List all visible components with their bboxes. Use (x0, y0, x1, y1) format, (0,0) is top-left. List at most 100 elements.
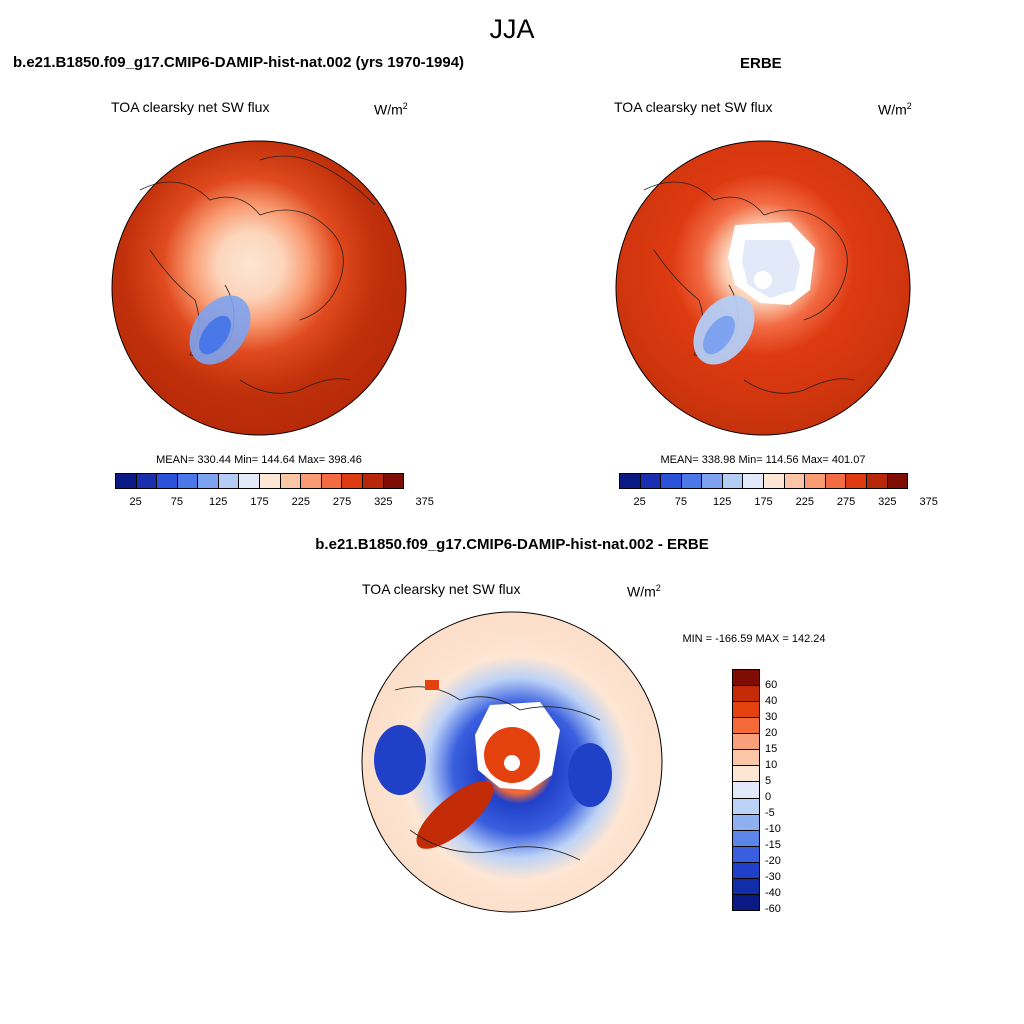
colorbar-tick-label: 375 (919, 496, 938, 508)
colorbar-tick-label: 60 (765, 679, 778, 691)
colorbar-tick-label: 25 (633, 496, 646, 508)
obs-colorbar: 25 75 125 175 225 275 325 375 (619, 473, 938, 510)
obs-colorbar-swatches (619, 473, 908, 489)
obs-units-label: W/m2 (878, 101, 912, 118)
colorbar-swatch (733, 830, 759, 847)
colorbar-swatch (177, 474, 199, 488)
colorbar-swatch (733, 894, 759, 910)
model-colorbar-swatches (115, 473, 404, 489)
colorbar-swatch (866, 474, 888, 488)
colorbar-swatch (733, 878, 759, 895)
colorbar-swatch (733, 702, 759, 719)
colorbar-swatch (198, 474, 219, 488)
diff-units-label: W/m2 (627, 583, 661, 600)
colorbar-tick-label: -15 (765, 839, 781, 851)
season-title: JJA (489, 14, 535, 44)
colorbar-tick-label: 325 (878, 496, 897, 508)
diff-colorbar (732, 669, 760, 911)
colorbar-swatch (733, 670, 759, 687)
colorbar-swatch (764, 474, 785, 488)
model-colorbar: 25 75 125 175 225 275 325 375 (115, 473, 434, 510)
colorbar-swatch (640, 474, 662, 488)
colorbar-tick-label: 225 (795, 496, 814, 508)
colorbar-swatch (260, 474, 281, 488)
colorbar-tick-label: 275 (836, 496, 856, 508)
colorbar-swatch (301, 474, 322, 488)
colorbar-tick-label: 10 (765, 759, 778, 771)
colorbar-tick-label: 75 (170, 496, 184, 508)
obs-map (615, 140, 911, 436)
colorbar-swatch (681, 474, 703, 488)
colorbar-swatch (722, 474, 744, 488)
colorbar-swatch (342, 474, 363, 488)
diff-stats: MIN = -166.59 MAX = 142.24 (682, 633, 826, 645)
colorbar-swatch (733, 846, 759, 863)
colorbar-swatch (661, 474, 682, 488)
colorbar-tick-label: 375 (415, 496, 434, 508)
colorbar-swatch (733, 782, 759, 799)
colorbar-swatch (743, 474, 765, 488)
colorbar-tick-label: 175 (250, 496, 269, 508)
colorbar-tick-label: 275 (332, 496, 352, 508)
colorbar-swatch (218, 474, 240, 488)
colorbar-tick-label: 125 (209, 496, 228, 508)
colorbar-tick-label: 25 (129, 496, 142, 508)
obs-panel-title: ERBE (740, 55, 782, 72)
model-stats: MEAN= 330.44 Min= 144.64 Max= 398.46 (156, 454, 362, 466)
colorbar-tick-label: -20 (765, 855, 781, 867)
model-variable-label: TOA clearsky net SW flux (111, 99, 270, 115)
colorbar-tick-label: -10 (765, 822, 781, 835)
colorbar-swatch (733, 718, 759, 735)
colorbar-swatch (733, 814, 759, 831)
colorbar-swatch (239, 474, 261, 488)
colorbar-swatch (157, 474, 178, 488)
colorbar-tick-label: -40 (765, 887, 781, 899)
colorbar-tick-label: 5 (765, 775, 772, 787)
colorbar-swatch (887, 474, 908, 488)
colorbar-tick-label: 125 (713, 496, 732, 508)
model-map (111, 140, 407, 436)
colorbar-swatch (321, 474, 343, 488)
colorbar-swatch (733, 798, 759, 815)
colorbar-tick-label: -5 (765, 807, 775, 819)
colorbar-swatch (733, 766, 759, 783)
colorbar-tick-label: 225 (291, 496, 310, 508)
colorbar-swatch (805, 474, 826, 488)
colorbar-tick-label: 325 (374, 496, 393, 508)
colorbar-tick-label: 20 (765, 727, 778, 739)
model-panel-title: b.e21.B1850.f09_g17.CMIP6-DAMIP-hist-nat… (13, 54, 465, 71)
colorbar-swatch (136, 474, 158, 488)
colorbar-swatch (733, 750, 759, 767)
colorbar-tick-label: 175 (754, 496, 773, 508)
colorbar-tick-label: -60 (765, 903, 781, 915)
colorbar-tick-label: -30 (765, 871, 781, 883)
colorbar-tick-label: 40 (765, 695, 778, 707)
colorbar-swatch (733, 686, 759, 703)
colorbar-tick-label: 75 (674, 496, 688, 508)
colorbar-tick-label: 0 (765, 791, 772, 803)
colorbar-swatch (383, 474, 404, 488)
colorbar-swatch (702, 474, 723, 488)
colorbar-swatch (825, 474, 847, 488)
colorbar-swatch (733, 734, 759, 751)
model-colorbar-ticks: 25 75 125 175 225 275 325 375 (115, 496, 434, 510)
diff-variable-label: TOA clearsky net SW flux (362, 581, 521, 597)
diff-panel-title: b.e21.B1850.f09_g17.CMIP6-DAMIP-hist-nat… (315, 536, 709, 553)
diff-colorbar-swatches (732, 669, 760, 911)
obs-colorbar-ticks: 25 75 125 175 225 275 325 375 (619, 496, 938, 510)
diff-map (361, 611, 663, 913)
colorbar-tick-label: 30 (765, 711, 778, 723)
colorbar-swatch (733, 862, 759, 879)
colorbar-swatch (784, 474, 806, 488)
colorbar-swatch (620, 474, 641, 488)
diff-colorbar-ticks: 60 40 30 20 15 10 5 0 -5 -10 -15 -20 -30 -40 -60 (765, 669, 805, 915)
model-units-label: W/m2 (374, 101, 408, 118)
obs-stats: MEAN= 338.98 Min= 114.56 Max= 401.07 (660, 454, 866, 466)
colorbar-tick-label: 15 (765, 742, 778, 755)
colorbar-swatch (846, 474, 867, 488)
colorbar-swatch (362, 474, 384, 488)
colorbar-swatch (280, 474, 302, 488)
colorbar-swatch (116, 474, 137, 488)
obs-variable-label: TOA clearsky net SW flux (614, 99, 773, 115)
